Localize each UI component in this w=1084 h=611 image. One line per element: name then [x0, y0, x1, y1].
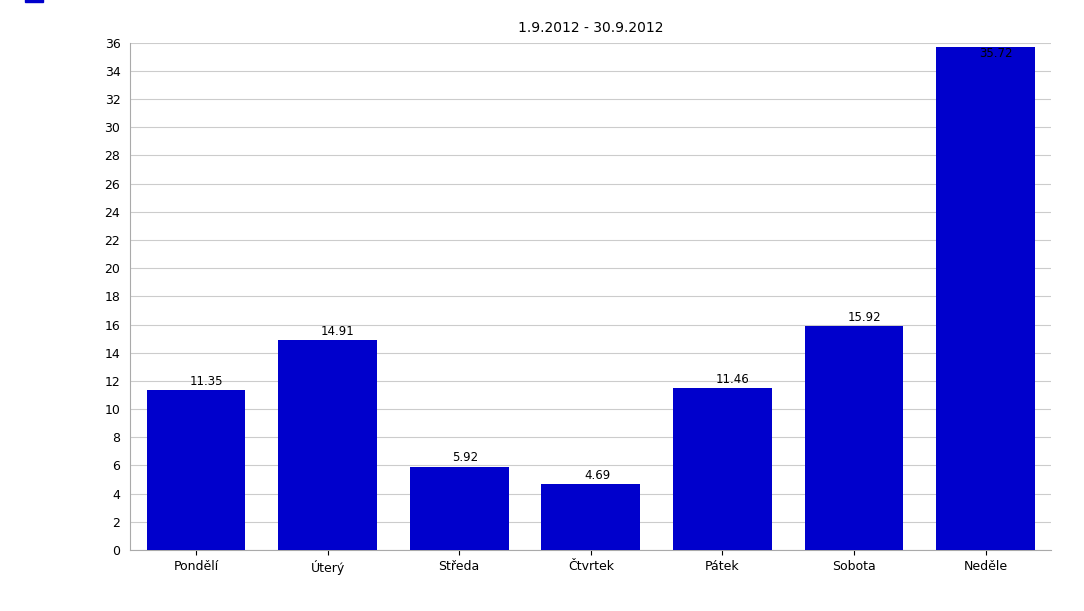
Legend: PRIBYSLAV: PRIBYSLAV — [20, 0, 126, 7]
Bar — [804, 326, 903, 550]
Bar — [673, 389, 772, 550]
Text: 11.46: 11.46 — [715, 373, 749, 386]
Bar — [410, 467, 508, 550]
Bar — [279, 340, 377, 550]
Bar — [937, 46, 1035, 550]
Bar — [541, 484, 641, 550]
Text: 11.35: 11.35 — [190, 375, 223, 388]
Title: 1.9.2012 - 30.9.2012: 1.9.2012 - 30.9.2012 — [518, 21, 663, 35]
Text: 5.92: 5.92 — [452, 452, 479, 464]
Text: 4.69: 4.69 — [584, 469, 610, 481]
Text: 35.72: 35.72 — [979, 47, 1012, 60]
Bar — [146, 390, 245, 550]
Text: 15.92: 15.92 — [848, 310, 881, 323]
Text: 14.91: 14.91 — [321, 325, 354, 338]
